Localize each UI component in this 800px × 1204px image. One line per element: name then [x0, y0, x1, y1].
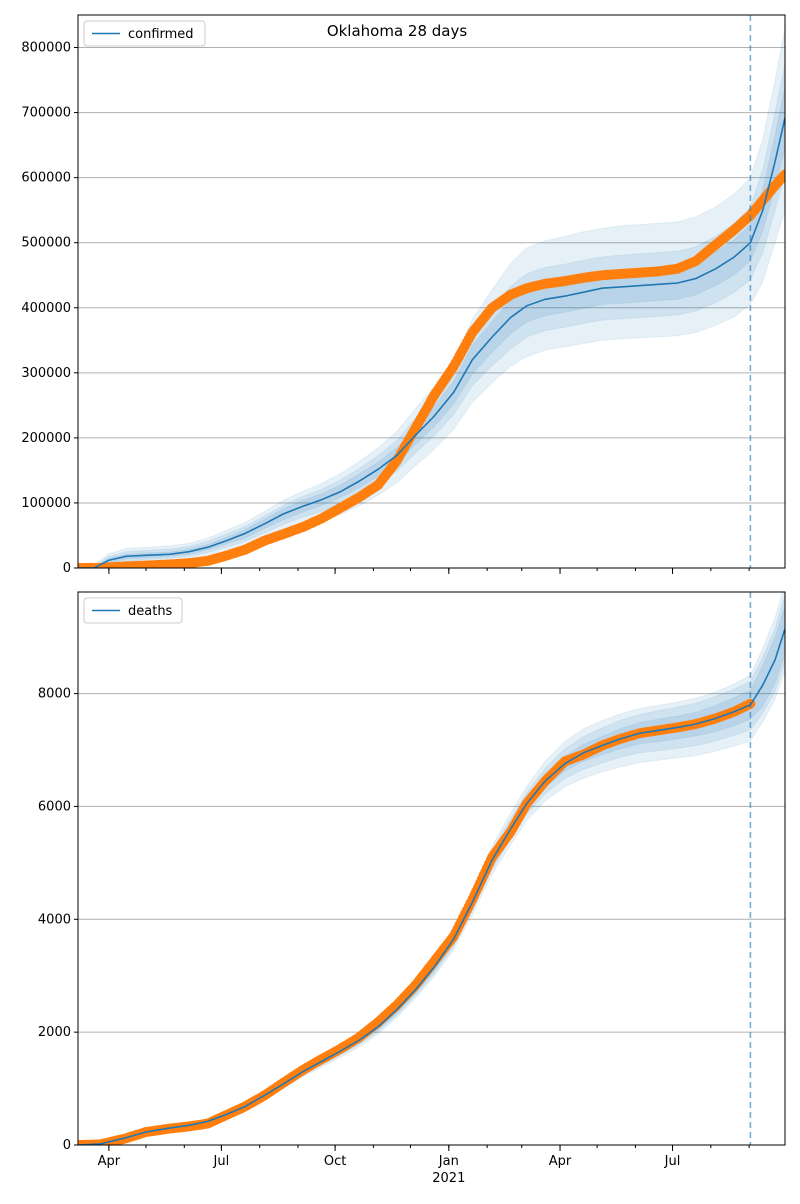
x-tick-label: Jul — [664, 1154, 681, 1169]
legend-label: confirmed — [128, 27, 194, 42]
y-tick-label: 0 — [63, 561, 71, 576]
axes-frame — [77, 14, 786, 569]
x-tick-label: Jul — [213, 1154, 230, 1169]
y-tick-label: 500000 — [21, 236, 71, 251]
x-tick-label: Apr — [549, 1154, 572, 1169]
x-tick-label: Jan — [438, 1154, 459, 1169]
observed-series — [78, 698, 756, 1145]
observed-point — [780, 169, 785, 180]
model-line — [78, 628, 785, 1145]
y-tick-label: 4000 — [38, 912, 71, 927]
confirmed-panel: 0 100000 200000 300000 400000 500000 600000 700… — [21, 14, 786, 576]
y-tick-label: 2000 — [38, 1025, 71, 1040]
y-tick-label: 200000 — [21, 431, 71, 446]
legend: deaths — [83, 597, 183, 624]
x-year-label: 2021 — [432, 1171, 465, 1186]
y-tick-label: 400000 — [21, 301, 71, 316]
x-tick-label: Oct — [324, 1154, 346, 1169]
y-tick-label: 700000 — [21, 106, 71, 121]
y-tick-label: 800000 — [21, 41, 71, 56]
legend-box — [83, 597, 183, 624]
deaths-panel: 0 2000 4000 6000 8000 Apr Jul Oct Jan Apr Jul 2021 d… — [38, 591, 786, 1186]
y-tick-label: 300000 — [21, 366, 71, 381]
chart-title: Oklahoma 28 days — [327, 22, 468, 40]
y-tick-label: 100000 — [21, 496, 71, 511]
y-tick-label: 0 — [63, 1138, 71, 1153]
x-tick-label: Apr — [98, 1154, 121, 1169]
observed-series — [78, 169, 785, 568]
uncertainty-band-inner — [78, 605, 785, 1145]
legend-box — [83, 20, 206, 47]
uncertainty-band-inner — [78, 86, 785, 568]
plot-area — [78, 592, 785, 1145]
y-tick-label: 8000 — [38, 687, 71, 702]
axes-frame — [77, 591, 786, 1146]
legend-label: deaths — [128, 604, 173, 619]
uncertainty-band-mid — [78, 594, 785, 1145]
plot-area — [78, 27, 785, 568]
legend: confirmed — [83, 20, 206, 47]
uncertainty-band-mid — [78, 63, 785, 568]
model-line — [78, 117, 785, 568]
uncertainty-band-outer — [78, 592, 785, 1145]
y-tick-label: 600000 — [21, 171, 71, 186]
y-tick-label: 6000 — [38, 799, 71, 814]
